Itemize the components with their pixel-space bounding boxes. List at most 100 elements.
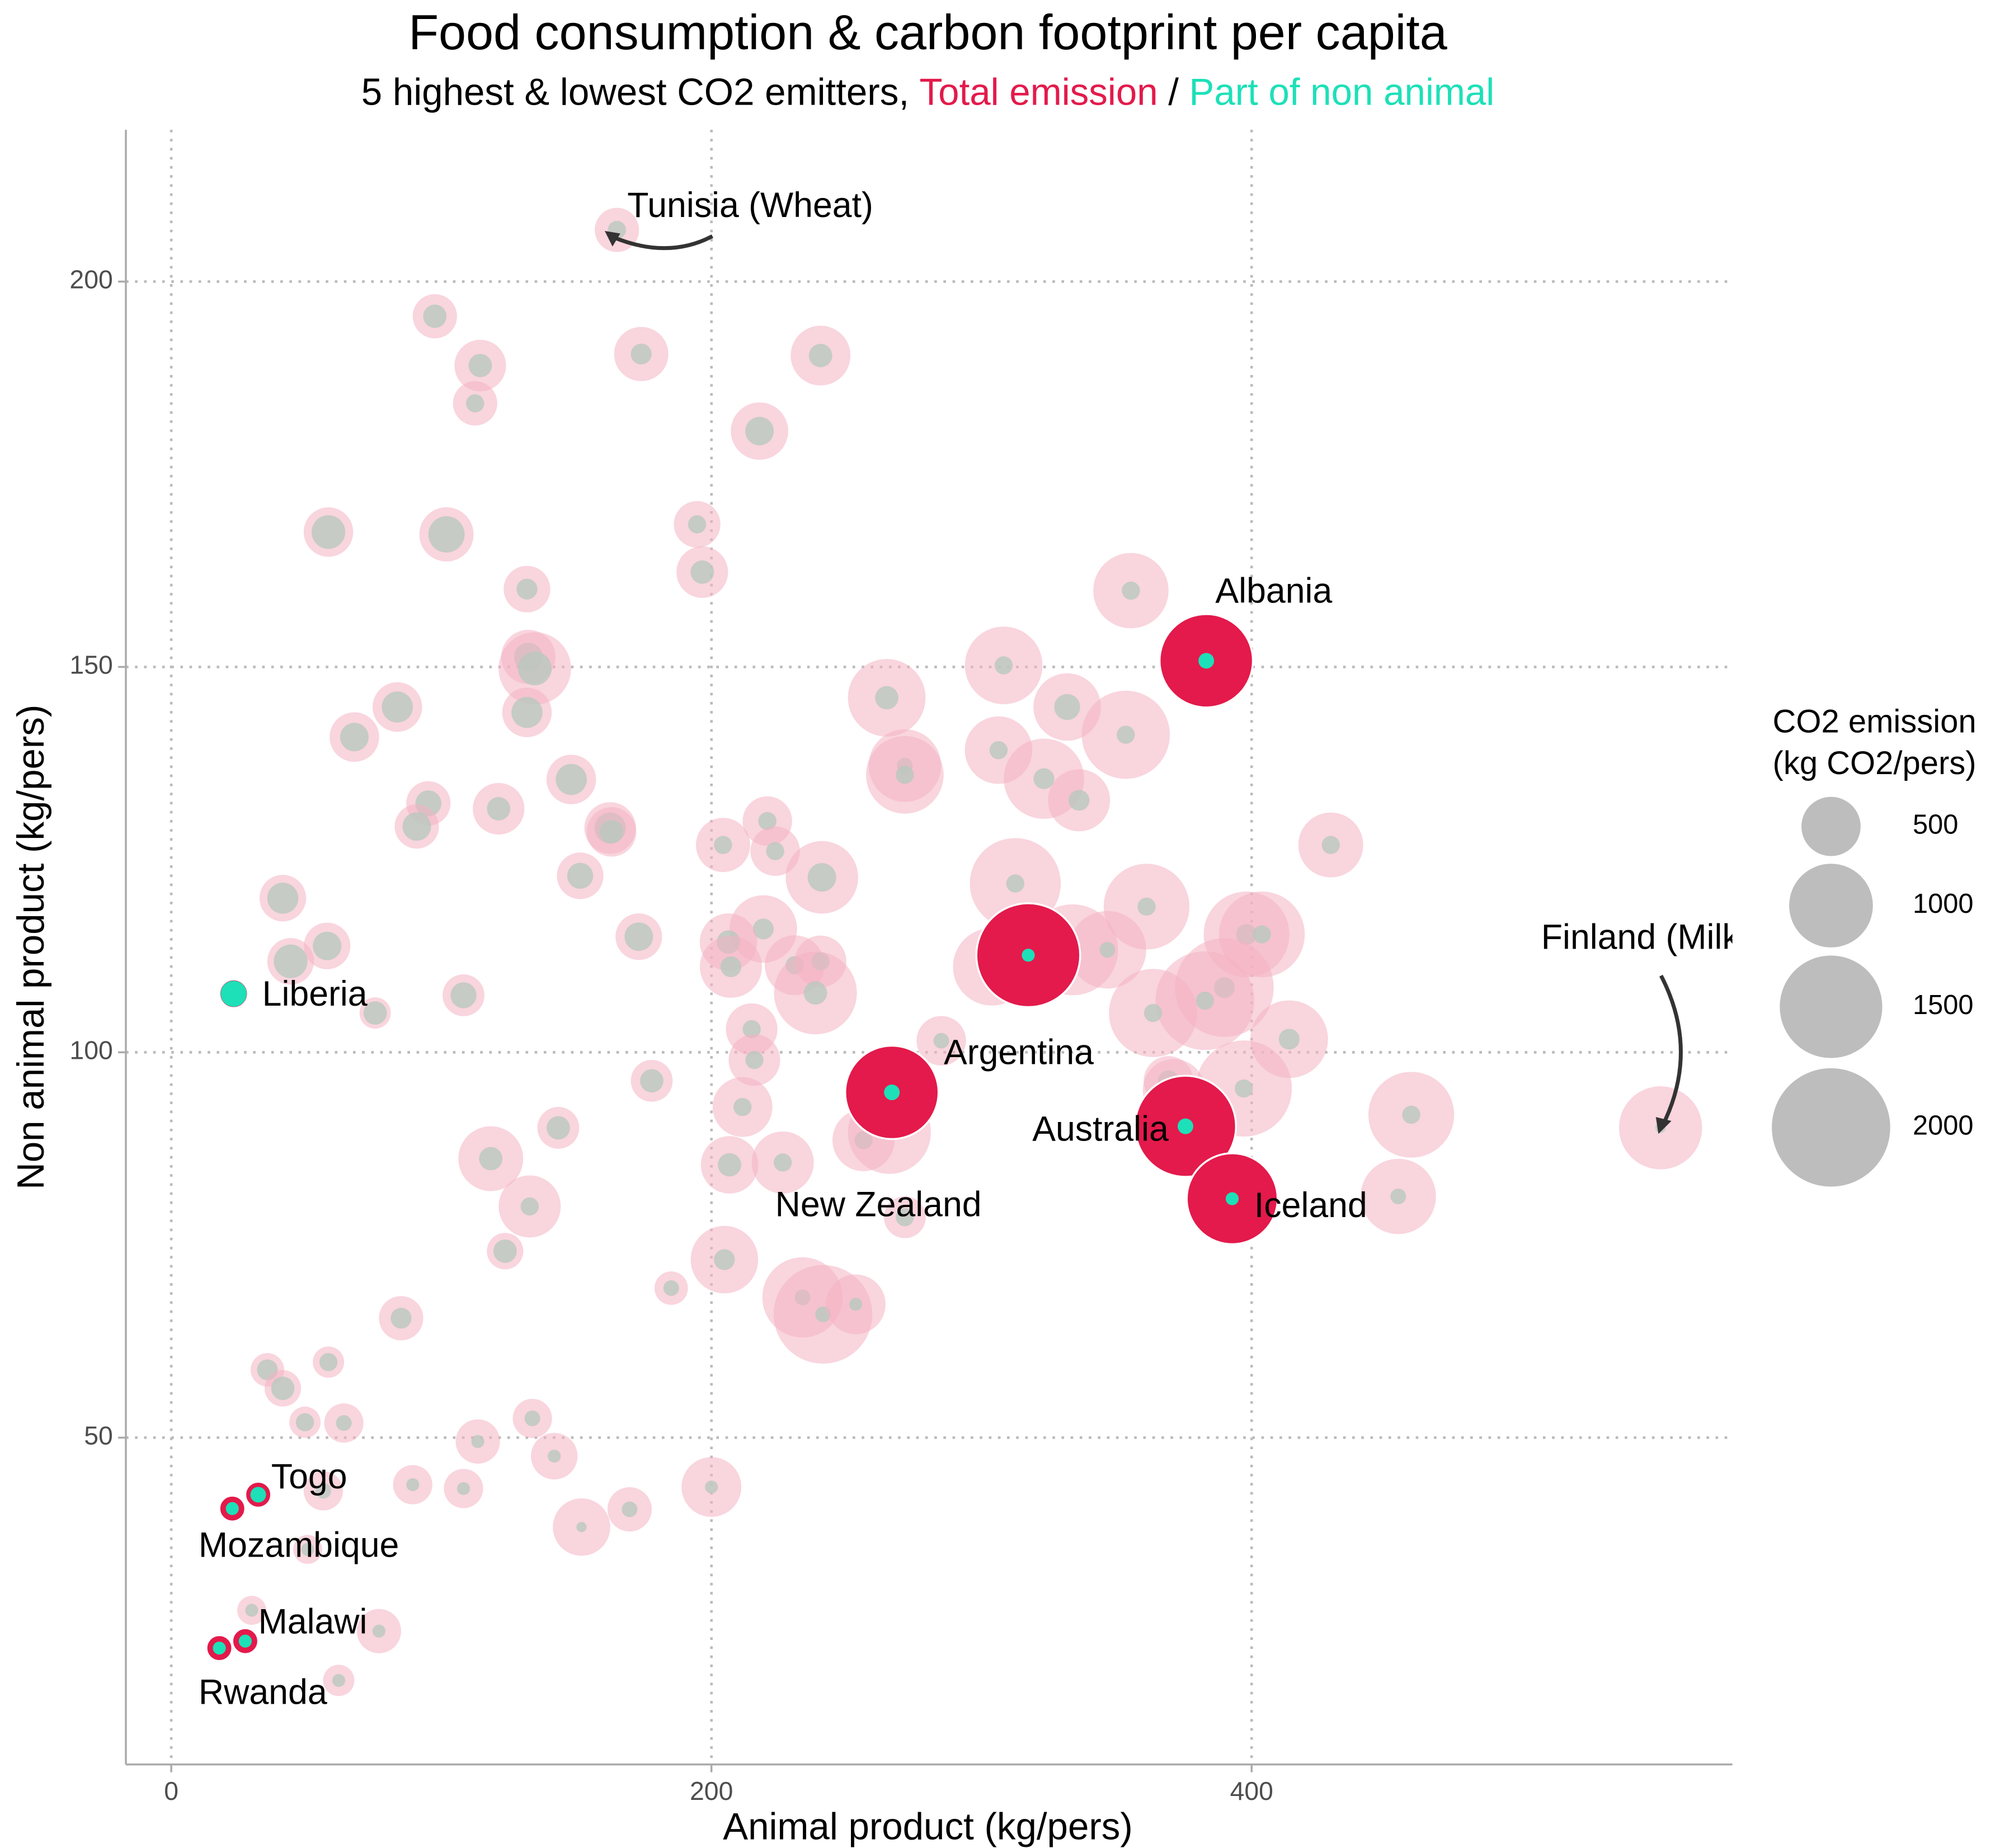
- bubble-non-animal: [220, 980, 247, 1007]
- point-label: Finland (Milk): [1541, 918, 1752, 957]
- bubble-non-animal: [340, 723, 369, 752]
- point-label: Togo: [271, 1457, 347, 1496]
- bubble-non-animal: [487, 797, 511, 821]
- bubble-non-animal: [1069, 790, 1090, 811]
- legend-title: CO2 emission: [1773, 704, 1977, 740]
- bubble-non-animal: [372, 1624, 385, 1638]
- bubble-non-animal: [994, 656, 1013, 675]
- bubble-non-animal: [1196, 991, 1214, 1010]
- subtitle-non-animal: Part of non animal: [1189, 71, 1494, 113]
- bubble-non-animal: [382, 691, 413, 723]
- chart-title: Food consumption & carbon footprint per …: [408, 4, 1448, 60]
- legend-bubble: [1801, 796, 1861, 856]
- bubble-non-animal: [1054, 694, 1080, 720]
- bubble-non-animal: [363, 1001, 387, 1025]
- bubble-non-animal: [524, 1410, 540, 1426]
- bubble-non-animal: [688, 515, 707, 534]
- bubble-non-animal: [733, 1097, 752, 1116]
- bubble-non-animal: [402, 812, 431, 841]
- bubble-non-animal: [511, 696, 543, 728]
- bubble-non-animal: [245, 1604, 258, 1617]
- y-tick-label: 150: [69, 650, 112, 680]
- bubble-non-animal: [274, 944, 308, 978]
- point-label: Liberia: [262, 974, 368, 1013]
- point-label: Albania: [1215, 571, 1332, 610]
- bubble-non-animal: [705, 1480, 718, 1494]
- bubble-non-animal: [807, 863, 836, 892]
- bubble-non-animal: [624, 922, 653, 951]
- bubble-non-animal: [1006, 874, 1025, 893]
- legend-bubble: [1789, 864, 1873, 947]
- bubble-non-animal: [267, 882, 299, 914]
- axes: 0 200 400 50 100 150 200: [69, 265, 1273, 1805]
- bubble-non-animal: [1225, 1192, 1239, 1205]
- point-label: Mozambique: [199, 1525, 399, 1564]
- bubble-non-animal: [808, 343, 832, 367]
- point-label: Argentina: [944, 1033, 1094, 1072]
- bubble-non-animal: [516, 578, 538, 600]
- y-tick-label: 50: [84, 1421, 113, 1450]
- bubble-non-animal: [1122, 581, 1140, 600]
- legend-bubble: [1772, 1068, 1890, 1187]
- bubble-non-animal: [875, 686, 898, 710]
- bubble-non-animal: [989, 741, 1008, 760]
- bubble-non-animal: [390, 1308, 412, 1329]
- bubble-non-animal: [250, 1487, 266, 1503]
- bubble-non-animal: [295, 1413, 314, 1432]
- x-axis-title: Animal product (kg/pers): [723, 1805, 1133, 1847]
- legend-label: 1000: [1913, 889, 1973, 919]
- annotation-arrowhead: [1655, 1117, 1672, 1134]
- legend-label: 500: [1913, 809, 1958, 840]
- bubble-non-animal: [556, 763, 587, 795]
- bubble-non-animal: [301, 1543, 314, 1556]
- legend-label: 1500: [1913, 990, 1973, 1020]
- bubble-non-animal: [271, 1376, 295, 1401]
- bubble-non-animal: [1117, 725, 1135, 744]
- legend-title: (kg CO2/pers): [1773, 746, 1977, 781]
- annotation-arrow: [1659, 974, 1683, 1127]
- bubble-non-animal: [450, 982, 477, 1008]
- bubble-non-animal: [332, 1673, 346, 1687]
- point-label: Iceland: [1254, 1186, 1367, 1225]
- bubble-non-animal: [720, 956, 742, 978]
- bubble-non-animal: [630, 343, 652, 365]
- bubble-non-animal: [311, 515, 346, 549]
- bubble-non-animal: [758, 812, 777, 831]
- bubble-non-animal: [315, 1483, 331, 1499]
- subtitle-text: 5 highest & lowest CO2 emitters,: [361, 71, 909, 113]
- x-tick-label: 400: [1230, 1776, 1273, 1805]
- bubble-non-animal: [714, 1249, 735, 1270]
- bubble-non-animal: [428, 516, 465, 553]
- bubble-non-animal: [493, 1239, 517, 1263]
- bubble-non-animal: [600, 820, 623, 844]
- bubble-non-animal: [423, 304, 447, 328]
- chart-subtitle: 5 highest & lowest CO2 emitters, Total em…: [361, 71, 1495, 113]
- bubble-non-animal: [896, 766, 914, 784]
- bubble-non-animal: [640, 1069, 664, 1093]
- legend-bubble: [1780, 955, 1883, 1058]
- bubble-non-animal: [714, 836, 732, 854]
- bubble-non-animal: [1033, 768, 1055, 789]
- bubble-non-animal: [1253, 925, 1271, 944]
- bubble-non-animal: [567, 862, 594, 889]
- bubble-non-animal: [468, 353, 492, 378]
- bubble-non-animal: [745, 417, 774, 446]
- bubble-non-animal: [803, 981, 827, 1005]
- bubble-non-animal: [1137, 897, 1156, 916]
- bubble-non-animal: [773, 1153, 792, 1172]
- bubble-non-animal: [622, 1501, 638, 1517]
- point-label: Tunisia (Wheat): [627, 186, 873, 225]
- bubble-non-animal: [690, 560, 714, 584]
- bubble-non-animal: [238, 1634, 252, 1648]
- point-label: Rwanda: [199, 1673, 327, 1712]
- annotation-arrowhead: [604, 230, 620, 247]
- annotation-arrow: [613, 234, 714, 251]
- bubble-non-animal: [520, 1197, 539, 1216]
- size-legend: CO2 emission (kg CO2/pers) 500 1000 1500 2000: [1772, 704, 1977, 1187]
- point-label: New Zealand: [775, 1185, 982, 1224]
- bubble-non-animal: [517, 652, 552, 686]
- bubble-non-animal: [766, 842, 784, 860]
- x-tick-label: 200: [690, 1776, 733, 1805]
